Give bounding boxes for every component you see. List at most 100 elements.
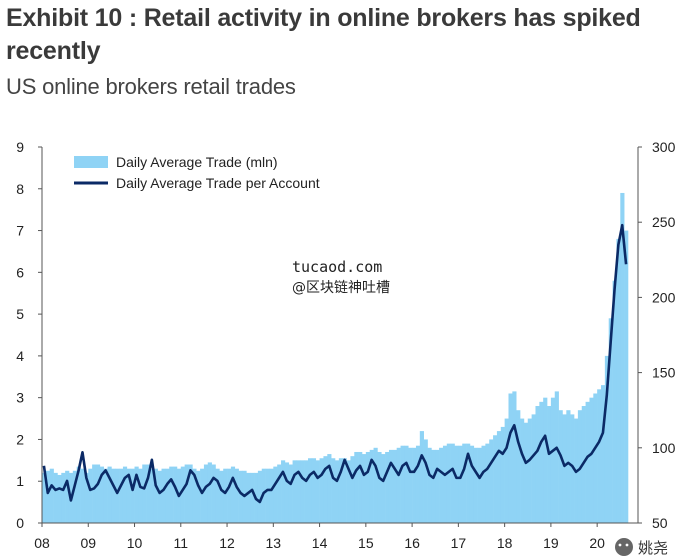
bar-mark: [361, 454, 367, 523]
bar-mark: [585, 401, 590, 523]
bar-mark: [76, 466, 81, 523]
bar-mark: [45, 470, 51, 523]
bar-mark: [516, 410, 521, 523]
bar-mark: [138, 468, 143, 523]
bar-mark: [304, 460, 309, 523]
bars-series: [42, 192, 629, 523]
bar-mark: [95, 464, 101, 523]
bar-mark: [323, 456, 328, 523]
chart-axes: [38, 146, 642, 527]
bar-mark: [92, 464, 97, 523]
bar-mark: [115, 468, 120, 523]
bar-mark: [446, 443, 451, 523]
line-series-path: [42, 223, 628, 504]
bar-mark: [119, 468, 124, 523]
x-tick-label: 18: [497, 535, 513, 551]
bar-mark: [327, 454, 332, 523]
bar-mark: [342, 458, 347, 523]
bar-mark: [450, 443, 455, 523]
bar-mark: [319, 458, 324, 523]
bar-mark: [53, 472, 58, 523]
bar-mark: [539, 401, 544, 523]
bar-mark: [230, 466, 236, 523]
bar-mark: [234, 468, 239, 523]
bar-mark: [570, 414, 575, 523]
bar-mark: [99, 466, 104, 523]
wechat-icon: [615, 538, 633, 556]
bar-mark: [358, 451, 363, 523]
legend-swatch-bars: [74, 156, 108, 168]
bar-mark: [284, 462, 290, 523]
bar-mark: [165, 468, 170, 523]
bar-mark: [381, 454, 386, 523]
bar-mark: [442, 445, 448, 523]
right-tick-label: 300: [652, 139, 676, 155]
bar-mark: [61, 472, 66, 523]
bar-mark: [296, 460, 301, 523]
bar-mark: [535, 406, 540, 523]
bar-mark: [273, 466, 278, 523]
bar-mark: [130, 468, 135, 523]
bar-mark: [149, 468, 155, 523]
bar-mark: [466, 443, 471, 523]
chart-title: Exhibit 10 : Retail activity in online b…: [6, 4, 641, 65]
bar-mark: [388, 449, 394, 523]
bar-mark: [184, 464, 189, 523]
bar-mark: [346, 460, 351, 523]
left-tick-label: 5: [16, 306, 24, 322]
x-tick-label: 16: [404, 535, 420, 551]
bar-mark: [161, 468, 166, 523]
bar-mark: [439, 447, 444, 523]
bar-mark: [462, 443, 467, 523]
bar-mark: [134, 466, 139, 523]
bar-mark: [473, 447, 478, 523]
bar-mark: [520, 418, 525, 523]
bar-mark: [373, 447, 378, 523]
bar-mark: [207, 462, 212, 523]
bar-mark: [269, 468, 274, 523]
bar-mark: [454, 445, 459, 523]
bar-mark: [604, 355, 610, 523]
bar-mark: [122, 466, 128, 523]
bar-mark: [146, 464, 151, 523]
bar-mark: [415, 445, 421, 523]
bar-mark: [281, 460, 286, 523]
left-tick-label: 6: [16, 264, 24, 280]
bar-mark: [377, 451, 382, 523]
bar-mark: [335, 460, 340, 523]
bar-mark: [331, 458, 336, 523]
legend-label-bars: Daily Average Trade (mln): [116, 154, 278, 170]
x-tick-label: 17: [451, 535, 467, 551]
bar-mark: [200, 468, 205, 523]
bar-mark: [126, 468, 131, 523]
bar-mark: [616, 238, 621, 523]
x-tick-label: 10: [127, 535, 143, 551]
bar-mark: [246, 472, 251, 523]
x-tick-label: 15: [358, 535, 374, 551]
bar-mark: [250, 472, 255, 523]
bar-mark: [547, 406, 552, 523]
bar-mark: [589, 397, 594, 523]
x-tick-label: 12: [219, 535, 235, 551]
bar-mark: [215, 468, 220, 523]
bar-mark: [608, 318, 613, 523]
bar-mark: [196, 470, 201, 523]
x-tick-label: 20: [589, 535, 605, 551]
bar-mark: [157, 470, 162, 523]
bar-mark: [566, 410, 571, 523]
left-tick-label: 1: [16, 473, 24, 489]
bar-mark: [88, 468, 93, 523]
watermark-handle: @区块链神吐槽: [292, 280, 390, 296]
bar-mark: [458, 445, 463, 523]
bar-mark: [203, 464, 209, 523]
bar-mark: [593, 393, 598, 523]
bar-mark: [412, 447, 417, 523]
bar-mark: [500, 426, 505, 523]
bar-mark: [142, 464, 147, 523]
left-tick-label: 3: [16, 390, 24, 406]
bar-mark: [350, 456, 355, 523]
bar-mark: [493, 435, 498, 523]
bar-mark: [477, 447, 482, 523]
bar-mark: [523, 422, 529, 523]
line-series: [42, 223, 628, 504]
